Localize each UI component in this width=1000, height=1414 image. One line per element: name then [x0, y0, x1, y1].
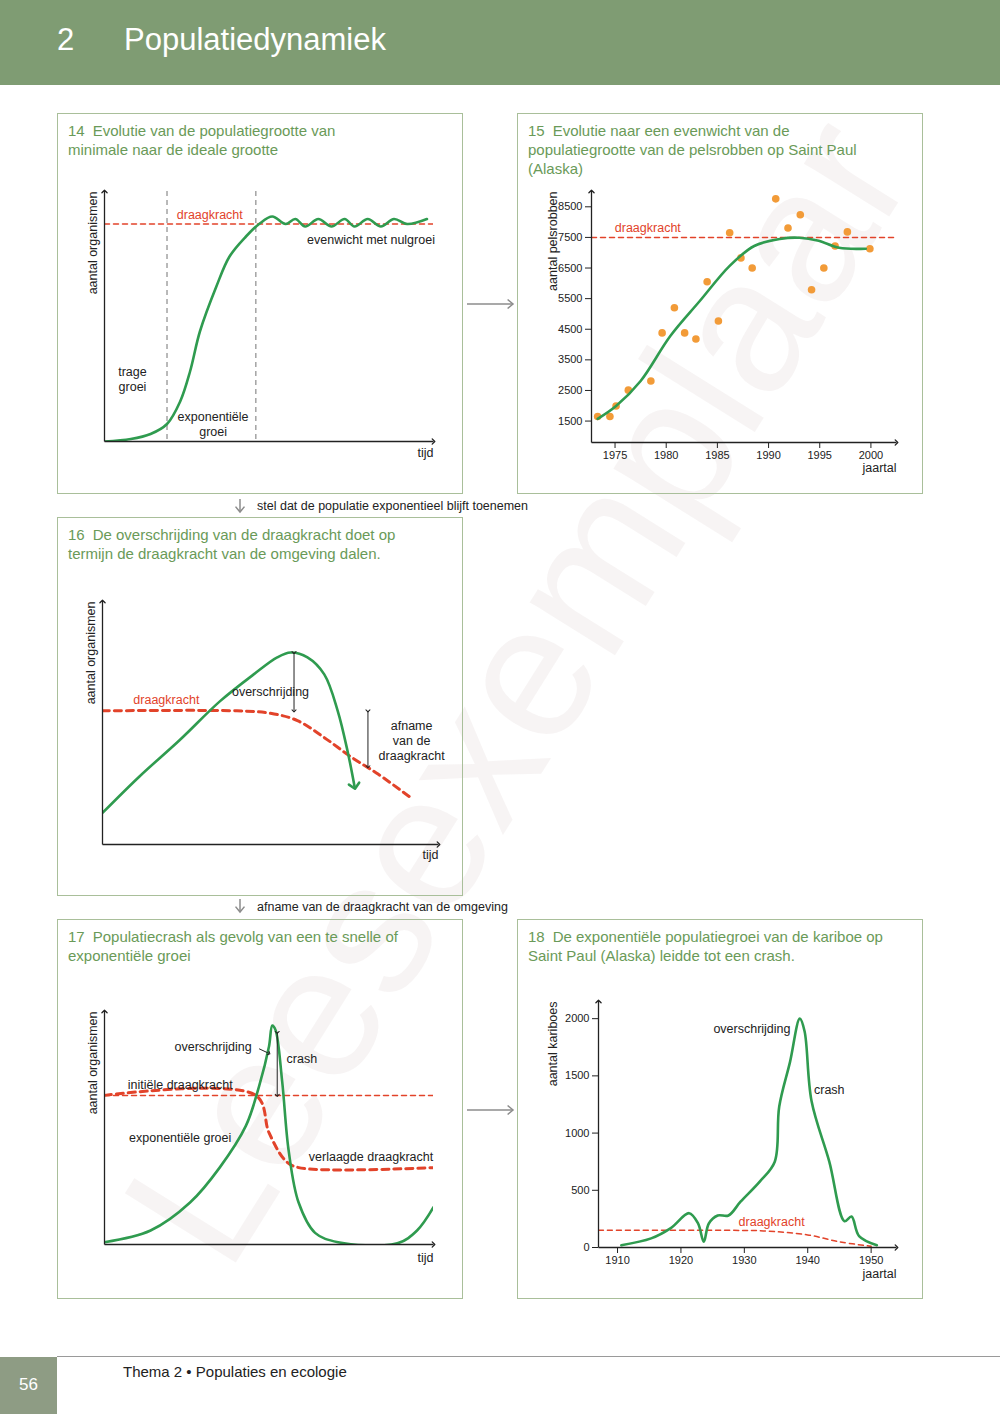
svg-text:4500: 4500: [558, 323, 582, 335]
svg-text:3500: 3500: [558, 353, 582, 365]
svg-text:2000: 2000: [859, 449, 883, 461]
svg-text:1985: 1985: [705, 449, 729, 461]
svg-text:aantal organismen: aantal organismen: [86, 191, 100, 294]
svg-text:6500: 6500: [558, 262, 582, 274]
svg-text:draagkracht: draagkracht: [615, 221, 682, 235]
svg-text:jaartal: jaartal: [861, 461, 896, 475]
svg-text:1995: 1995: [807, 449, 831, 461]
svg-text:tragegroei: tragegroei: [118, 365, 147, 394]
svg-text:draagkracht: draagkracht: [739, 1215, 806, 1229]
svg-text:1500: 1500: [565, 1069, 589, 1081]
svg-text:overschrijding: overschrijding: [232, 685, 309, 699]
svg-text:1930: 1930: [732, 1254, 756, 1266]
svg-text:overschrijding: overschrijding: [175, 1040, 252, 1054]
svg-text:1940: 1940: [795, 1254, 819, 1266]
svg-text:1990: 1990: [756, 449, 780, 461]
svg-text:7500: 7500: [558, 231, 582, 243]
svg-text:aantal pelsrobben: aantal pelsrobben: [546, 191, 560, 290]
svg-text:1000: 1000: [565, 1127, 589, 1139]
svg-text:1920: 1920: [669, 1254, 693, 1266]
svg-text:evenwicht met nulgroei: evenwicht met nulgroei: [307, 233, 435, 247]
svg-text:aantal organismen: aantal organismen: [86, 1011, 100, 1114]
svg-text:initiële draagkracht: initiële draagkracht: [128, 1078, 233, 1092]
svg-text:crash: crash: [814, 1083, 845, 1097]
svg-text:exponentiële groei: exponentiële groei: [129, 1131, 231, 1145]
svg-text:exponentiëlegroei: exponentiëlegroei: [178, 410, 249, 439]
svg-text:1910: 1910: [605, 1254, 629, 1266]
svg-text:0: 0: [583, 1241, 589, 1253]
svg-text:verlaagde draagkracht: verlaagde draagkracht: [309, 1150, 434, 1164]
svg-text:500: 500: [571, 1184, 589, 1196]
svg-text:1500: 1500: [558, 415, 582, 427]
svg-text:draagkracht: draagkracht: [177, 208, 244, 222]
svg-text:2000: 2000: [565, 1012, 589, 1024]
svg-text:1950: 1950: [859, 1254, 883, 1266]
svg-text:2500: 2500: [558, 384, 582, 396]
svg-text:tijd: tijd: [418, 446, 434, 460]
svg-text:tijd: tijd: [418, 1251, 434, 1265]
svg-text:1980: 1980: [654, 449, 678, 461]
svg-text:afnamevan dedraagkracht: afnamevan dedraagkracht: [379, 719, 446, 763]
svg-text:aantal organismen: aantal organismen: [84, 601, 98, 704]
svg-text:aantal kariboes: aantal kariboes: [546, 1002, 560, 1087]
svg-text:jaartal: jaartal: [861, 1267, 896, 1281]
svg-text:draagkracht: draagkracht: [133, 693, 200, 707]
svg-text:1975: 1975: [603, 449, 627, 461]
svg-text:tijd: tijd: [423, 848, 439, 862]
svg-text:5500: 5500: [558, 292, 582, 304]
svg-text:crash: crash: [287, 1052, 318, 1066]
svg-text:overschrijding: overschrijding: [713, 1022, 790, 1036]
svg-text:8500: 8500: [558, 200, 582, 212]
